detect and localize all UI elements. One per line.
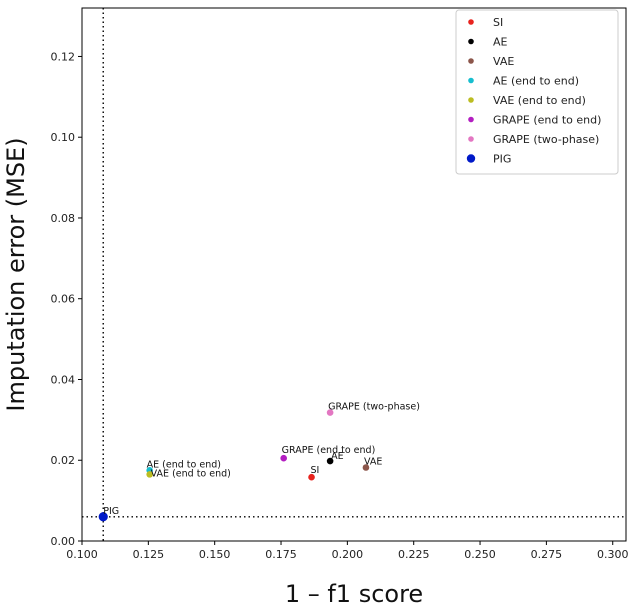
x-tick-label: 0.225 [398, 548, 430, 561]
point-grape-two-phase [326, 409, 334, 416]
x-tick-label: 0.175 [265, 548, 297, 561]
point-vae-end-to-end [146, 471, 153, 478]
point-labels: SI AE VAE AE (end to end)VAE (end to end) GR… [103, 402, 420, 517]
legend-marker-grape-end-to-end [468, 116, 474, 123]
legend-marker-vae-end-to-end [468, 97, 474, 103]
point-label-vae: VAE [364, 457, 382, 468]
point-vae [362, 464, 370, 471]
legend-label-si: SI [493, 16, 503, 29]
y-tick-label: 0.02 [51, 454, 76, 467]
point-label-grape-two-phase: GRAPE (two-phase) [328, 402, 420, 413]
y-axis-ticks: 0.00 0.02 0.04 0.06 0.08 0.10 0.12 [51, 50, 82, 548]
point-label-ae: AE [331, 451, 344, 462]
y-tick-label: 0.12 [51, 50, 76, 63]
plot-frame [81, 7, 627, 542]
y-tick-label: 0.04 [51, 373, 76, 386]
point-label-si: SI [311, 465, 320, 476]
x-tick-label: 0.150 [199, 548, 231, 561]
data-points [98, 409, 370, 522]
legend-marker-ae [468, 38, 474, 45]
legend-label-ae-end-to-end: AE (end to end) [493, 75, 579, 88]
point-si [308, 473, 315, 481]
legend-label-pig: PIG [493, 153, 511, 166]
legend-label-vae-end-to-end: VAE (end to end) [493, 94, 586, 107]
x-tick-label: 0.300 [597, 548, 629, 561]
legend-marker-si [468, 19, 474, 25]
legend-marker-pig [466, 154, 476, 163]
y-tick-label: 0.00 [51, 535, 76, 548]
legend-marker-grape-two-phase [468, 136, 474, 142]
y-tick-label: 0.06 [51, 293, 76, 306]
x-tick-label: 0.275 [531, 548, 563, 561]
legend-label-vae: VAE [493, 55, 514, 68]
legend: SI AE VAE AE (end to end) VAE (end to end) GR… [455, 9, 619, 175]
x-tick-label: 0.100 [66, 548, 98, 561]
point-grape-end-to-end [280, 454, 287, 462]
legend-box [455, 9, 619, 175]
legend-marker-ae-end-to-end [468, 77, 474, 84]
y-tick-label: 0.08 [51, 212, 76, 225]
y-tick-label: 0.10 [51, 131, 76, 144]
legend-label-grape-two-phase: GRAPE (two-phase) [493, 133, 599, 146]
point-label-vae-end-to-end: VAE (end to end) [151, 468, 231, 479]
legend-marker-vae [468, 58, 474, 64]
y-axis-title: Imputation error (MSE) [2, 137, 30, 411]
reference-lines [82, 8, 626, 541]
x-tick-label: 0.250 [464, 548, 496, 561]
legend-label-grape-end-to-end: GRAPE (end to end) [493, 114, 601, 127]
x-tick-label: 0.125 [133, 548, 165, 561]
point-label-pig: PIG [103, 506, 119, 517]
point-ae [326, 457, 334, 465]
point-label-ae-end-to-end: AE (end to end) [147, 459, 221, 470]
point-label-grape-end-to-end: GRAPE (end to end) [282, 445, 376, 456]
x-axis-ticks: 0.100 0.125 0.150 0.175 0.200 0.225 0.250 0.275… [66, 541, 628, 561]
legend-label-ae: AE [493, 36, 508, 49]
point-pig [98, 512, 108, 522]
x-tick-label: 0.200 [332, 548, 364, 561]
x-axis-title: 1 – f1 score [285, 580, 423, 608]
